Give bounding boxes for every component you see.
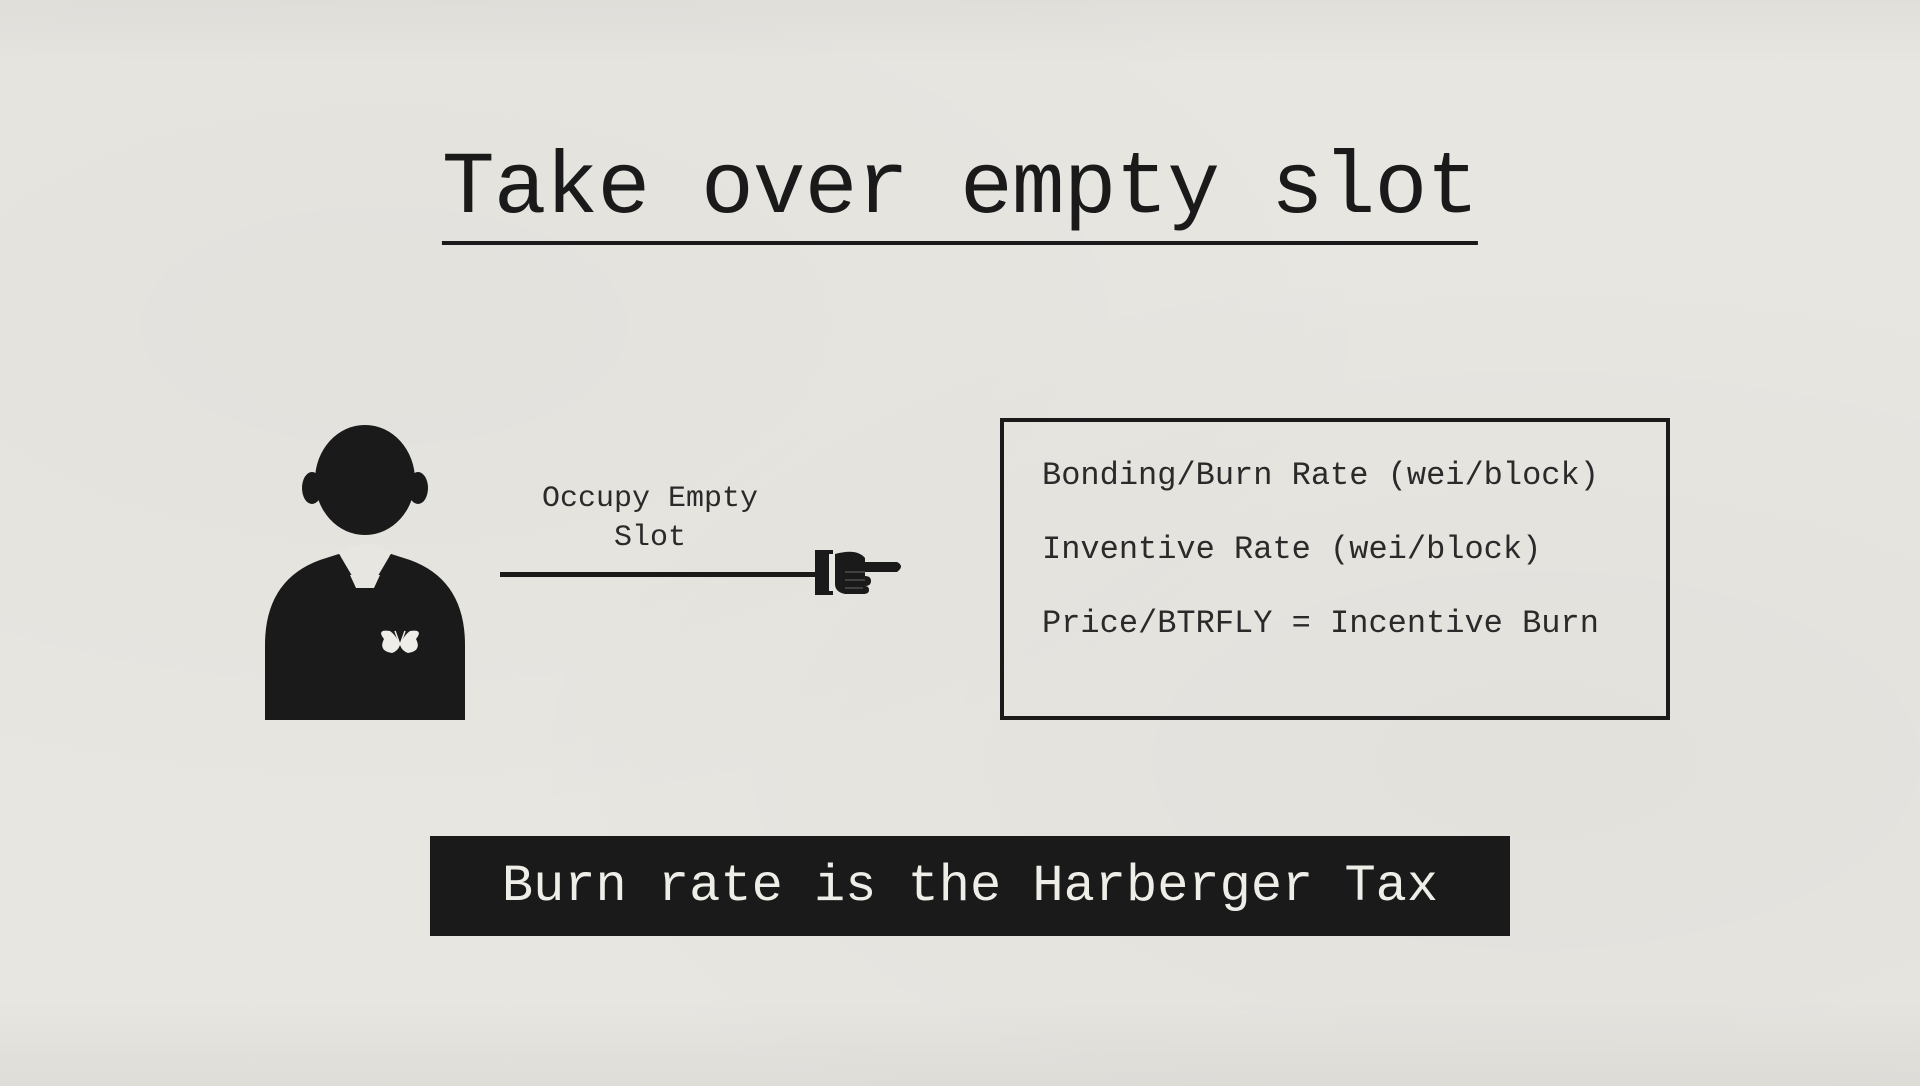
footer-banner: Burn rate is the Harberger Tax — [430, 836, 1510, 936]
arrow-label: Occupy Empty Slot — [500, 480, 800, 558]
footer-banner-text: Burn rate is the Harberger Tax — [502, 857, 1438, 916]
person-suit-butterfly-icon — [250, 420, 480, 720]
info-line-2: Inventive Rate (wei/block) — [1042, 534, 1628, 566]
pointing-hand-right-icon — [815, 540, 905, 605]
info-line-1: Bonding/Burn Rate (wei/block) — [1042, 460, 1628, 492]
info-box: Bonding/Burn Rate (wei/block) Inventive … — [1000, 418, 1670, 720]
arrow-label-line2: Slot — [614, 521, 686, 555]
arrow-line — [500, 572, 830, 577]
arrow-label-line1: Occupy Empty — [542, 482, 758, 516]
page-title: Take over empty slot — [442, 140, 1478, 245]
info-line-3: Price/BTRFLY = Incentive Burn — [1042, 608, 1628, 640]
